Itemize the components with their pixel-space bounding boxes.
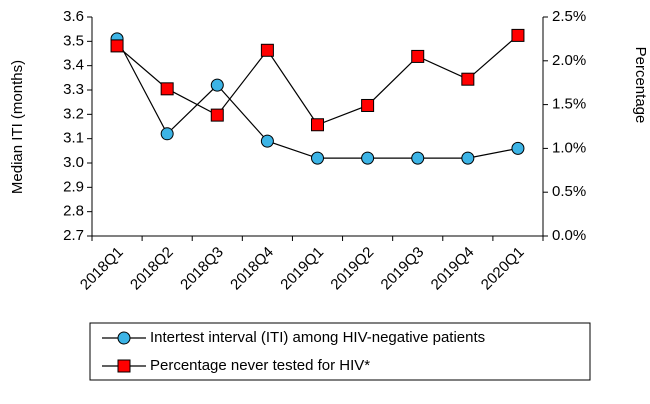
y-tick-label: 3.6 — [63, 8, 84, 25]
data-point — [311, 151, 324, 165]
legend-marker — [117, 331, 131, 345]
legend-marker — [117, 359, 131, 373]
x-tick-label: 2020Q1 — [478, 244, 528, 294]
y-tick-label: 2.8 — [63, 203, 84, 220]
y2-tick-label: 1.5% — [552, 96, 586, 113]
series-line — [116, 38, 519, 159]
data-point — [160, 127, 174, 141]
x-tick-label: 2018Q1 — [77, 244, 127, 294]
data-point — [361, 98, 375, 112]
data-point — [311, 118, 324, 132]
y-tick-label: 2.9 — [63, 178, 84, 195]
data-point — [160, 82, 174, 96]
y-tick-label: 3.2 — [63, 105, 84, 122]
legend-box — [89, 322, 591, 381]
data-point — [361, 151, 375, 165]
data-point — [411, 49, 425, 63]
y-tick-label: 3.4 — [63, 57, 84, 74]
data-point — [411, 151, 425, 165]
x-tick-label: 2019Q4 — [428, 244, 478, 294]
y2-tick-label: 0.5% — [552, 183, 586, 200]
y-tick-label: 3.3 — [63, 81, 84, 98]
y-tick-label: 2.7 — [63, 227, 84, 244]
data-point — [260, 43, 274, 57]
y2-tick-label: 2.5% — [552, 8, 586, 25]
y2-axis-label: Percentage — [632, 47, 649, 124]
legend-label: Percentage never tested for HIV* — [150, 357, 370, 374]
y-axis-label: Median ITI (months) — [9, 60, 26, 194]
data-point — [511, 141, 525, 155]
data-point — [110, 39, 124, 53]
x-tick-label: 2019Q2 — [327, 244, 377, 294]
x-tick-label: 2018Q3 — [177, 244, 227, 294]
series-line — [116, 34, 519, 126]
y-tick-label: 3.0 — [63, 154, 84, 171]
x-tick-label: 2019Q3 — [378, 244, 428, 294]
y2-tick-label: 0.0% — [552, 227, 586, 244]
y2-tick-label: 1.0% — [552, 139, 586, 156]
data-point — [260, 134, 274, 148]
data-point — [461, 151, 475, 165]
x-tick-label: 2019Q1 — [277, 244, 327, 294]
data-point — [210, 78, 224, 92]
legend-label: Intertest interval (ITI) among HIV-negat… — [150, 329, 485, 346]
x-tick-label: 2018Q4 — [227, 244, 277, 294]
y-tick-label: 3.1 — [63, 130, 84, 147]
data-point — [511, 28, 525, 42]
data-point — [461, 72, 475, 86]
x-tick-label: 2018Q2 — [127, 244, 177, 294]
y2-tick-label: 2.0% — [552, 52, 586, 69]
y-tick-label: 3.5 — [63, 32, 84, 49]
data-point — [210, 108, 224, 122]
